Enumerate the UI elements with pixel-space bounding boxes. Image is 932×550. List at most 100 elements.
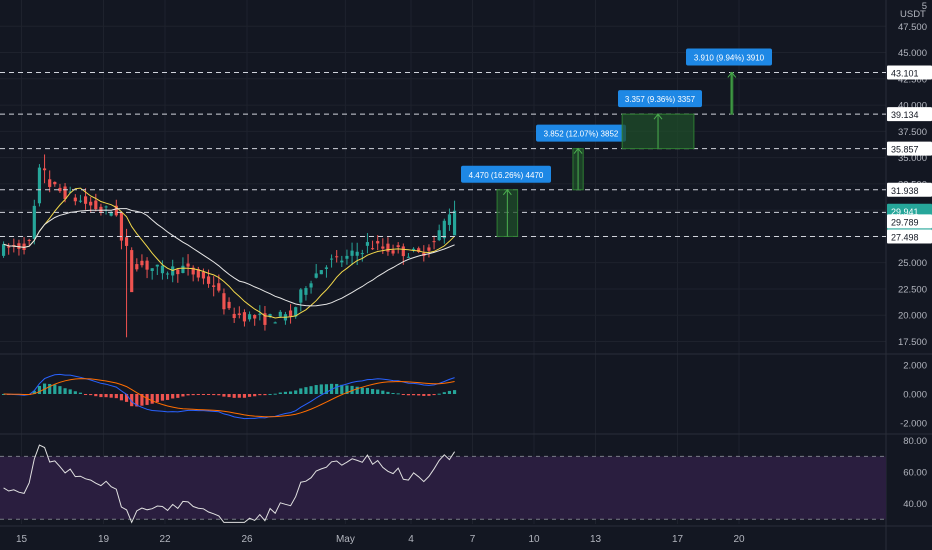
- candle-body[interactable]: [242, 312, 247, 322]
- candle-body[interactable]: [222, 293, 226, 310]
- candle-body[interactable]: [150, 268, 154, 272]
- candle-body[interactable]: [42, 168, 47, 171]
- candle-body[interactable]: [319, 270, 323, 275]
- candle-body[interactable]: [201, 271, 206, 279]
- candle-body[interactable]: [314, 273, 318, 278]
- candle-body[interactable]: [381, 246, 385, 249]
- candle-body[interactable]: [27, 239, 31, 241]
- macd-histogram-bar: [253, 394, 257, 397]
- level-price-label: 31.938: [891, 186, 919, 196]
- level-price-tag: [887, 65, 932, 80]
- candle-body[interactable]: [176, 269, 180, 275]
- macd-histogram-bar: [58, 386, 62, 394]
- candle-body[interactable]: [140, 260, 144, 266]
- candle-body[interactable]: [294, 307, 298, 317]
- candle-body[interactable]: [206, 276, 211, 284]
- candle-body[interactable]: [114, 205, 118, 216]
- candle-body[interactable]: [253, 314, 257, 319]
- candle-body[interactable]: [104, 206, 108, 208]
- candle-body[interactable]: [329, 258, 334, 260]
- candle-body[interactable]: [119, 212, 124, 241]
- candle-body[interactable]: [437, 230, 441, 241]
- candle-body[interactable]: [94, 200, 98, 210]
- candle-body[interactable]: [186, 263, 190, 267]
- candle-body[interactable]: [7, 246, 11, 248]
- candle-body[interactable]: [365, 242, 370, 246]
- x-tick-label: 4: [408, 534, 414, 545]
- candle-body[interactable]: [227, 301, 231, 309]
- candle-body[interactable]: [406, 256, 411, 258]
- candle-body[interactable]: [447, 214, 452, 225]
- candle-body[interactable]: [432, 241, 436, 243]
- candle-body[interactable]: [273, 322, 277, 324]
- candle-body[interactable]: [22, 243, 26, 250]
- candle-body[interactable]: [263, 313, 267, 325]
- candle-body[interactable]: [63, 186, 67, 200]
- candle-body[interactable]: [99, 206, 103, 212]
- candle-body[interactable]: [304, 288, 308, 295]
- candle-body[interactable]: [288, 310, 293, 317]
- candle-body[interactable]: [360, 253, 364, 255]
- candle-body[interactable]: [340, 260, 344, 263]
- candle-body[interactable]: [427, 247, 431, 251]
- candle-body[interactable]: [237, 313, 241, 315]
- last-price-label: 29.941: [891, 207, 919, 217]
- candle-body[interactable]: [78, 200, 83, 202]
- rsi-y-tick: 60.00: [903, 468, 927, 479]
- candle-body[interactable]: [48, 179, 52, 187]
- candle-body[interactable]: [391, 250, 395, 254]
- candle-body[interactable]: [396, 245, 400, 248]
- candle-body[interactable]: [268, 314, 272, 317]
- candle-body[interactable]: [452, 210, 457, 236]
- candle-body[interactable]: [165, 273, 170, 275]
- candle-body[interactable]: [309, 283, 313, 288]
- candle-body[interactable]: [17, 243, 21, 249]
- candle-body[interactable]: [135, 264, 139, 270]
- candle-body[interactable]: [411, 248, 416, 251]
- candle-body[interactable]: [442, 220, 446, 239]
- macd-histogram-bar: [150, 394, 154, 404]
- candle-body[interactable]: [145, 260, 149, 270]
- candle-body[interactable]: [232, 313, 236, 319]
- macd-histogram-bar: [278, 392, 282, 394]
- candle-body[interactable]: [160, 265, 165, 274]
- candle-body[interactable]: [1, 244, 6, 256]
- candle-body[interactable]: [37, 167, 42, 204]
- candle-body[interactable]: [376, 241, 380, 244]
- candle-body[interactable]: [278, 311, 282, 317]
- candle-body[interactable]: [73, 197, 77, 202]
- macd-y-tick: 2.000: [903, 360, 927, 371]
- candle-body[interactable]: [181, 265, 185, 273]
- macd-histogram-bar: [370, 388, 375, 394]
- candle-body[interactable]: [155, 264, 159, 267]
- candle-body[interactable]: [386, 243, 390, 252]
- y-tick-label: 42.500: [898, 74, 927, 85]
- candle-body[interactable]: [212, 285, 216, 287]
- candle-body[interactable]: [217, 283, 221, 291]
- candle-body[interactable]: [124, 237, 129, 246]
- y-tick-label: 40.000: [898, 101, 927, 112]
- candle-body[interactable]: [109, 212, 113, 216]
- candle-body[interactable]: [196, 269, 200, 278]
- candle-body[interactable]: [191, 267, 195, 275]
- candle-body[interactable]: [53, 181, 57, 185]
- candle-body[interactable]: [247, 314, 252, 320]
- candle-body[interactable]: [58, 187, 62, 192]
- candle-body[interactable]: [345, 255, 349, 259]
- candle-body[interactable]: [130, 250, 134, 293]
- candle-body[interactable]: [401, 246, 405, 257]
- candle-body[interactable]: [350, 250, 354, 256]
- candle-body[interactable]: [335, 256, 339, 258]
- candle-body[interactable]: [417, 248, 421, 252]
- candle-body[interactable]: [32, 205, 36, 239]
- candle-body[interactable]: [89, 201, 93, 206]
- candle-body[interactable]: [324, 267, 329, 269]
- candle-body[interactable]: [68, 191, 72, 193]
- candle-body[interactable]: [299, 289, 303, 303]
- candle-body[interactable]: [83, 196, 88, 204]
- candle-body[interactable]: [370, 248, 375, 250]
- candle-body[interactable]: [355, 251, 359, 256]
- candle-body[interactable]: [258, 313, 262, 315]
